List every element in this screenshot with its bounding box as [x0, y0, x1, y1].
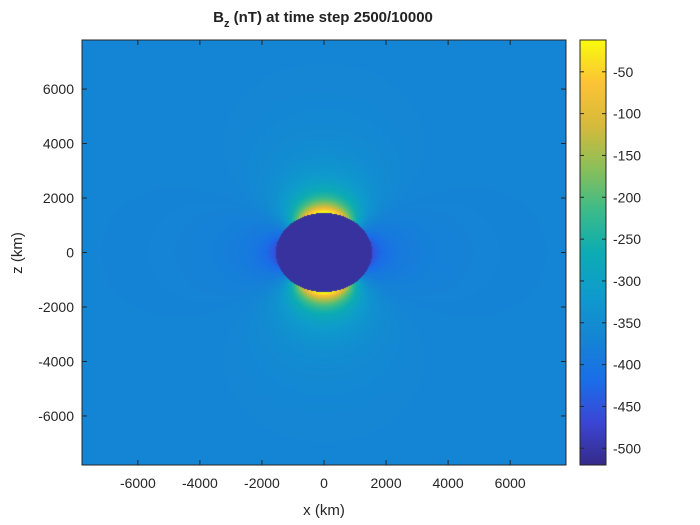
colorbar-tick-label: -450	[613, 398, 641, 414]
colorbar	[579, 39, 607, 466]
x-tick-label: 6000	[495, 475, 526, 491]
x-tick-label: -4000	[182, 475, 218, 491]
title-main: B	[213, 9, 224, 26]
colorbar-tick-label: -50	[613, 64, 633, 80]
colorbar-tick-label: -400	[613, 357, 641, 373]
x-tick-label: 4000	[433, 475, 464, 491]
x-tick-label: 2000	[370, 475, 401, 491]
x-tick-label: -2000	[244, 475, 280, 491]
x-tick-label: 0	[320, 475, 328, 491]
title-subscript: z	[224, 18, 230, 30]
colorbar-ticks: -50 -100 -150 -200 -250 -300 -350 -400 -450 -500	[580, 64, 641, 456]
colorbar-tick-label: -500	[613, 440, 641, 456]
colorbar-tick-label: -350	[613, 315, 641, 331]
y-axis: -6000 -4000 -2000 0 2000 4000 6000	[38, 81, 566, 424]
chart-title: Bz (nT) at time step 2500/10000	[213, 9, 433, 30]
x-axis-label: x (km)	[303, 502, 345, 519]
colorbar-tick-label: -300	[613, 273, 641, 289]
colorbar-tick-label: -150	[613, 147, 641, 163]
heatmap-image	[82, 40, 566, 465]
y-tick-label: 6000	[43, 81, 74, 97]
y-tick-label: -6000	[38, 408, 74, 424]
title-rest: (nT) at time step 2500/10000	[229, 9, 432, 26]
y-axis-label: z (km)	[9, 232, 26, 274]
colorbar-tick-label: -200	[613, 189, 641, 205]
y-tick-label: 4000	[43, 136, 74, 152]
y-tick-label: 0	[66, 245, 74, 261]
y-tick-label: -2000	[38, 299, 74, 315]
y-tick-label: 2000	[43, 190, 74, 206]
colorbar-tick-label: -100	[613, 106, 641, 122]
x-tick-label: -6000	[120, 475, 156, 491]
colorbar-tick-label: -250	[613, 231, 641, 247]
y-tick-label: -4000	[38, 353, 74, 369]
x-axis: -6000 -4000 -2000 0 2000 4000 6000	[120, 40, 526, 491]
